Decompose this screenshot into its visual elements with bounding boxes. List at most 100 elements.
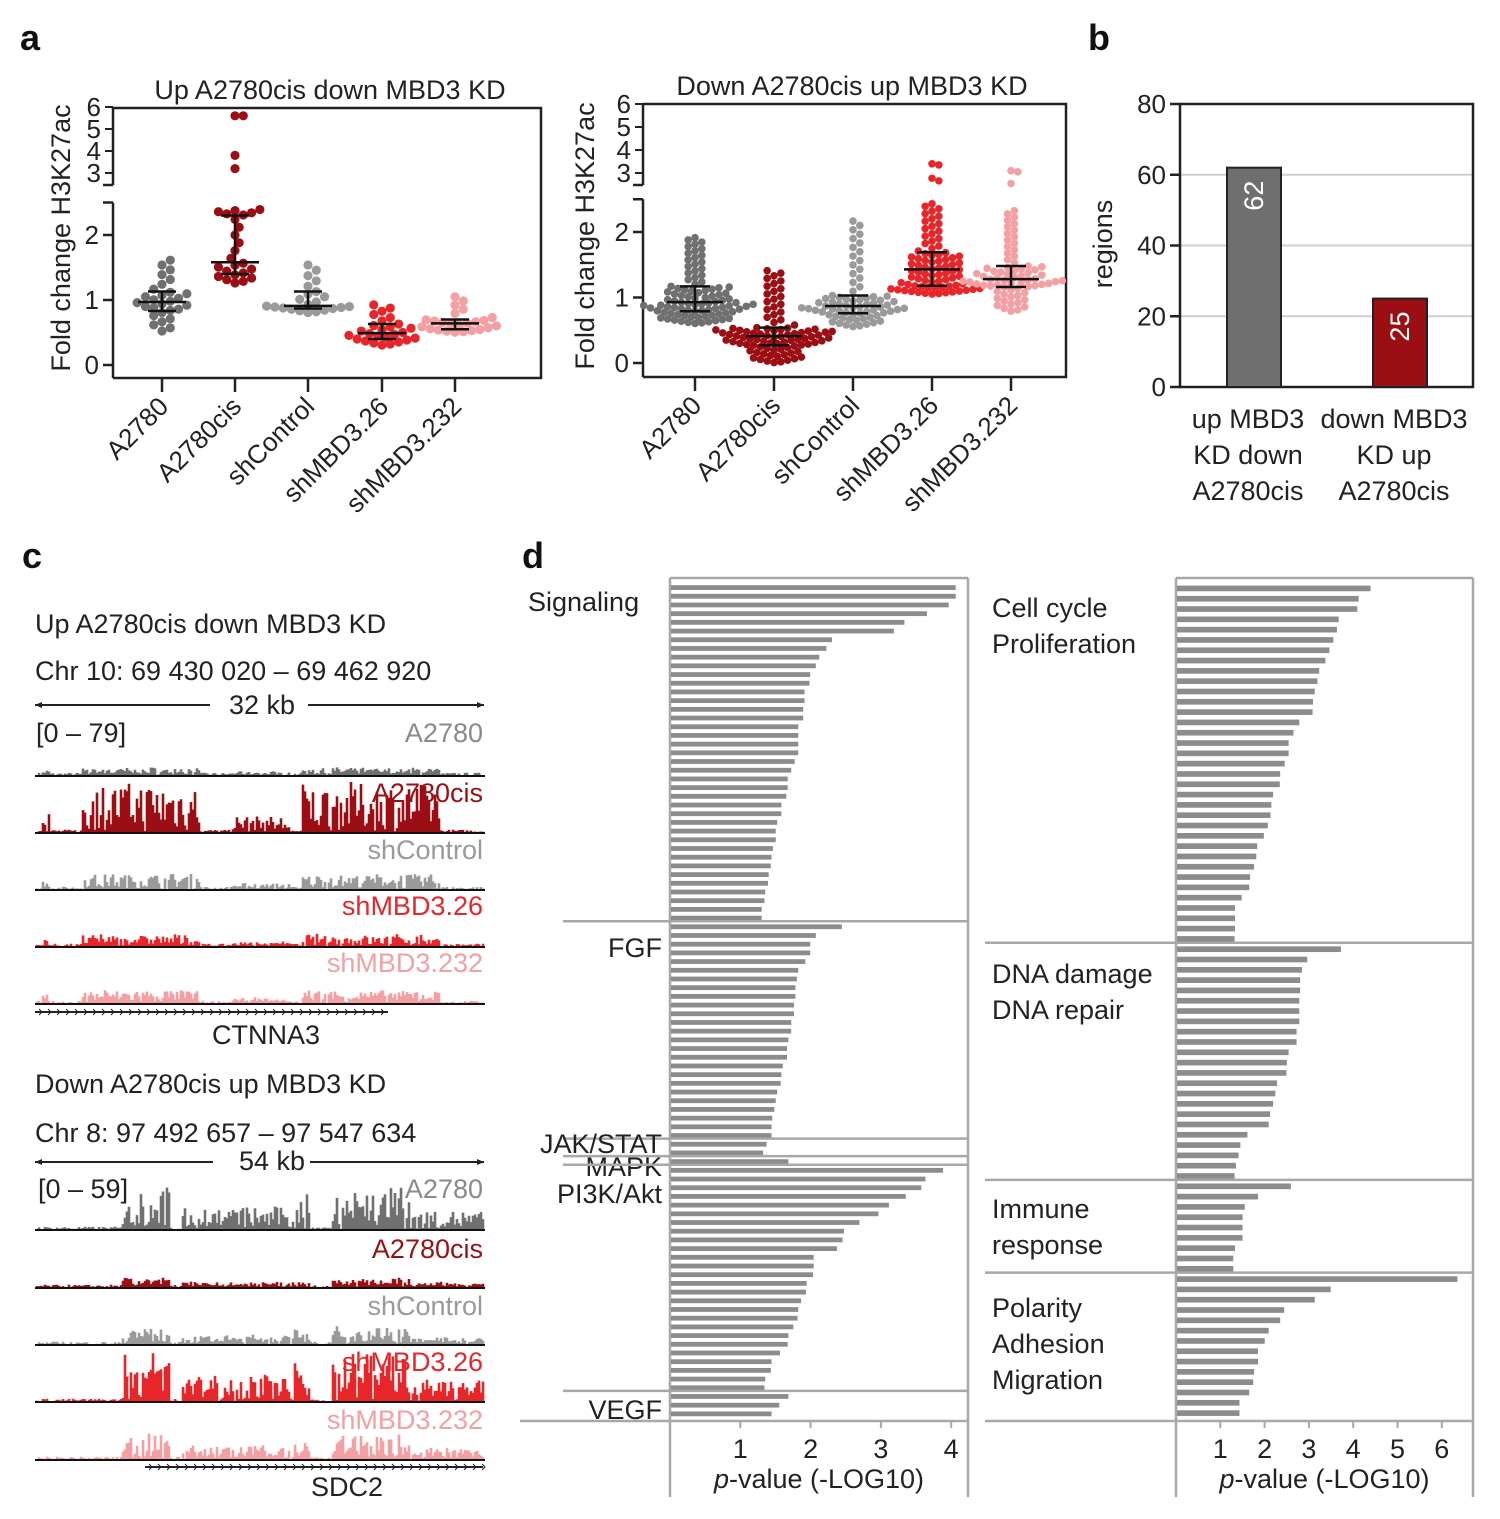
enrichment-bar [671,1063,783,1069]
data-point [753,323,761,332]
data-point [869,306,878,314]
data-point [935,270,943,279]
enrichment-bar [1177,1039,1297,1045]
enrichment-bar [1177,1162,1236,1169]
signal-track [35,1277,485,1289]
data-point [887,285,895,293]
data-point [722,336,730,344]
data-point [749,341,758,350]
track-label-shcontrol: shControl [367,835,483,865]
data-point [804,340,812,348]
data-point [483,323,493,333]
enrichment-bar [1177,1245,1236,1251]
data-point [238,111,248,121]
enrichment-bar [1177,925,1236,932]
data-point [670,290,679,298]
enrichment-bar [671,1228,844,1234]
data-point [879,309,888,317]
data-point [684,256,692,264]
signal-track [35,874,485,891]
data-point [955,259,964,267]
data-point [742,327,751,336]
y-tick-label: 6 [87,92,101,122]
y-tick-label: 1 [85,285,99,315]
enrichment-bar [671,1194,906,1199]
data-point [213,207,224,217]
data-point [311,297,321,307]
enrichment-bar [1177,1389,1250,1396]
data-point [973,280,981,288]
data-point [828,318,837,326]
enrichment-bar [1177,1307,1285,1313]
data-point [770,295,778,303]
arrow-left-icon [35,1159,42,1165]
enrichment-bar [671,1185,922,1191]
data-point [1003,229,1012,238]
signal-track [36,767,485,777]
enrichment-bar [1177,1265,1234,1272]
track-title-bottom: Down A2780cis up MBD3 KD [35,1069,386,1099]
plot-frame [1178,102,1475,389]
data-point [165,323,175,333]
enrichment-bar [1177,1255,1234,1262]
data-point [814,331,823,339]
section-label: Cell cycle [992,593,1108,623]
data-point [369,320,379,331]
section-label: Immune [992,1194,1090,1224]
data-point [842,295,850,303]
y-tick-label: 5 [87,114,101,144]
data-point [336,302,346,313]
enrichment-bar [671,924,842,930]
enrichment-bar [671,1254,814,1260]
y-tick-label: 0 [615,348,629,378]
enrichment-bar [671,672,811,677]
enrichment-bar [671,1263,814,1269]
data-point [856,256,864,265]
data-point [849,252,857,260]
enrichment-bar [671,1150,764,1156]
data-point [680,286,689,294]
enrichment-bar [671,811,782,817]
data-point [777,316,785,324]
data-point [1051,277,1060,286]
data-point [856,282,864,291]
data-point [417,322,427,332]
data-point [735,305,744,314]
enrichment-bar [671,602,949,608]
data-point [684,236,692,244]
data-point [928,160,936,168]
enrichment-bar [671,1107,775,1112]
data-point [759,350,768,358]
enrichment-bar [1177,1059,1287,1066]
panel-label-c: c [22,535,42,576]
data-point [140,301,151,312]
enrichment-bar [671,1141,767,1147]
data-point [825,310,833,319]
data-point [303,281,313,291]
data-point [935,161,943,169]
enrichment-bar [1177,1327,1269,1334]
data-point [986,282,995,290]
enrichment-bar [671,585,956,590]
data-point [1000,304,1008,313]
data-point [711,316,720,325]
data-point [491,321,501,331]
data-point [1003,249,1012,257]
plot-frame [113,106,543,380]
signal-track [35,1326,485,1346]
data-point [966,278,974,286]
data-point [165,255,175,265]
data-point [849,226,857,234]
track-range-top: [0 – 79] [36,718,126,748]
data-point [639,301,648,310]
data-point [835,319,844,328]
data-point [708,285,716,293]
enrichment-bar [1177,760,1285,767]
data-point [749,300,757,309]
data-point [783,356,792,365]
data-point [1010,266,1019,275]
data-point [935,234,943,243]
arrow-left-icon [35,702,42,708]
enrichment-bar [1177,1183,1291,1190]
data-point [450,308,460,318]
